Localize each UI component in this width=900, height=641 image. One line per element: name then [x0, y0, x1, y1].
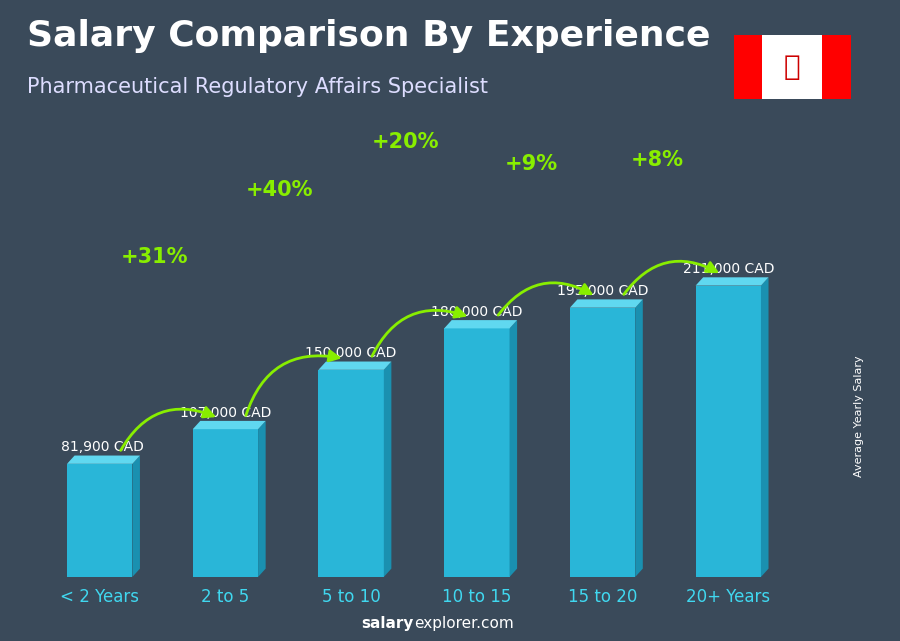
Bar — [193, 429, 258, 577]
Text: +31%: +31% — [121, 247, 188, 267]
Bar — [823, 35, 850, 99]
Text: Average Yearly Salary: Average Yearly Salary — [854, 356, 865, 478]
Polygon shape — [132, 456, 140, 577]
Bar — [570, 308, 635, 577]
Polygon shape — [383, 362, 392, 577]
Bar — [445, 328, 509, 577]
Text: 150,000 CAD: 150,000 CAD — [305, 346, 397, 360]
Polygon shape — [570, 299, 643, 308]
Polygon shape — [67, 456, 140, 464]
Bar — [319, 370, 383, 577]
Text: +9%: +9% — [505, 154, 558, 174]
Bar — [696, 286, 761, 577]
Text: Salary Comparison By Experience: Salary Comparison By Experience — [27, 19, 710, 53]
Text: 🍁: 🍁 — [784, 53, 800, 81]
Text: 195,000 CAD: 195,000 CAD — [557, 284, 648, 298]
Text: +8%: +8% — [630, 150, 683, 170]
FancyBboxPatch shape — [731, 33, 853, 102]
Bar — [67, 464, 132, 577]
Polygon shape — [193, 421, 266, 429]
Text: Pharmaceutical Regulatory Affairs Specialist: Pharmaceutical Regulatory Affairs Specia… — [27, 77, 488, 97]
Text: 81,900 CAD: 81,900 CAD — [60, 440, 144, 454]
Polygon shape — [509, 320, 518, 577]
Text: explorer.com: explorer.com — [414, 617, 514, 631]
Text: salary: salary — [362, 617, 414, 631]
Polygon shape — [319, 362, 392, 370]
Polygon shape — [761, 278, 769, 577]
Text: 107,000 CAD: 107,000 CAD — [180, 406, 271, 419]
Text: +40%: +40% — [246, 180, 313, 201]
Polygon shape — [258, 421, 265, 577]
Polygon shape — [635, 299, 643, 577]
Text: 180,000 CAD: 180,000 CAD — [431, 304, 523, 319]
Polygon shape — [696, 278, 769, 286]
Polygon shape — [445, 320, 518, 328]
Text: 211,000 CAD: 211,000 CAD — [682, 262, 774, 276]
Bar — [734, 35, 761, 99]
Text: +20%: +20% — [372, 132, 439, 152]
